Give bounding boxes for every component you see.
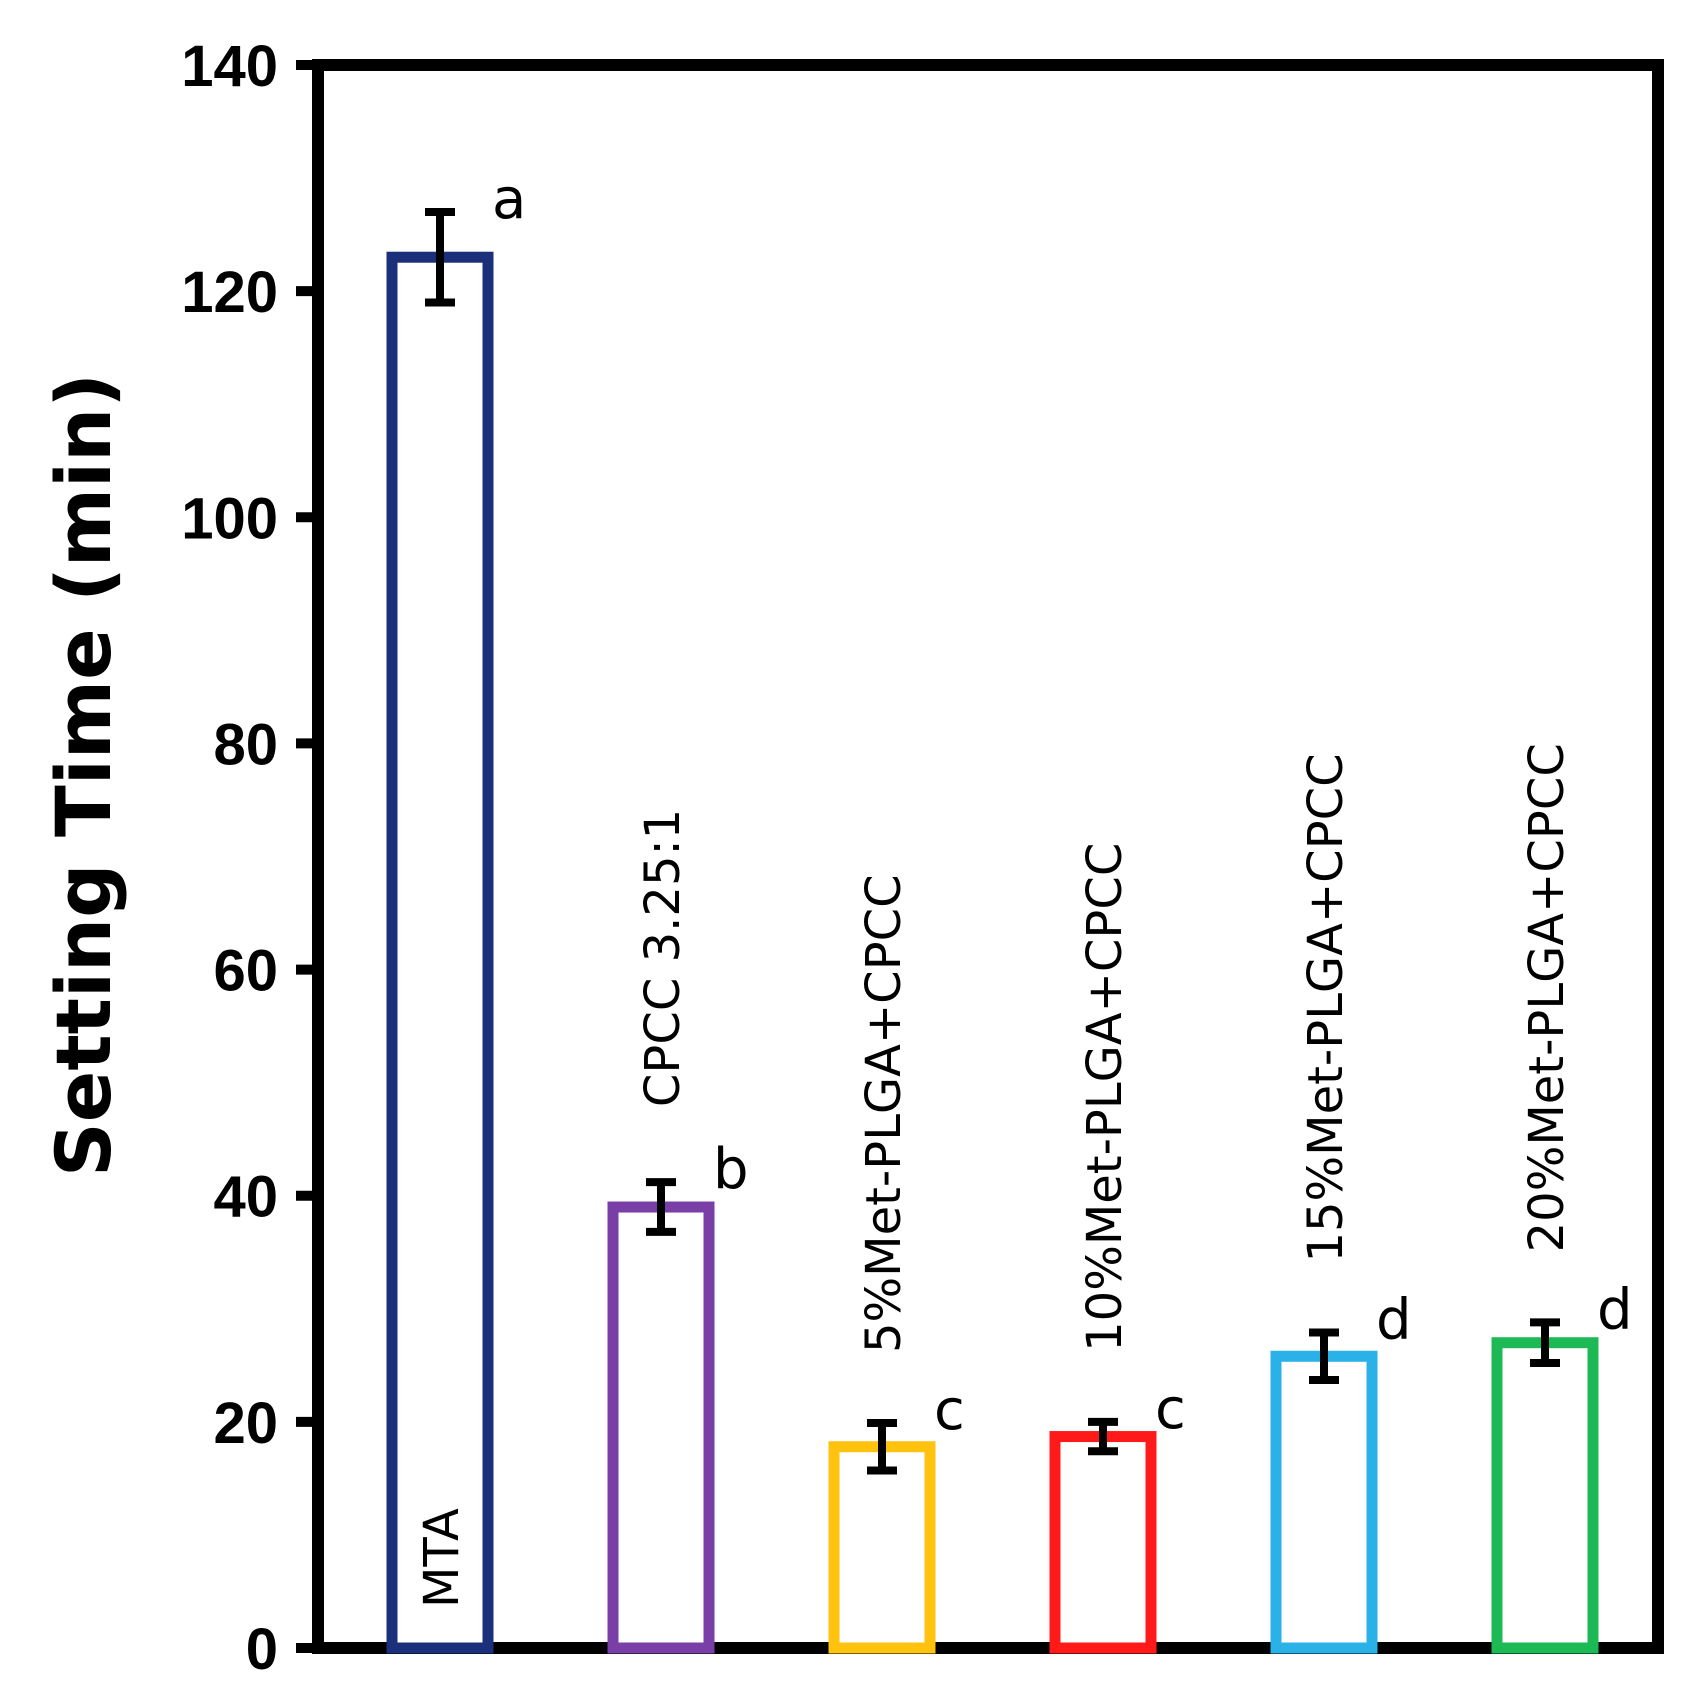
y-tick-label: 120 [181, 260, 278, 325]
y-tick-label: 0 [246, 1617, 278, 1682]
bars [386, 207, 1599, 1654]
y-axis: 0 20 40 60 80 100 120 140 [181, 34, 318, 1682]
bar [1270, 1350, 1378, 1654]
labels: a MTA b CPCC 3.25:1 c 5%Met-PLGA+CPCC c 10%Met-… [414, 167, 1633, 1608]
category-label: 10%Met-PLGA+CPCC [1077, 843, 1133, 1352]
bar [607, 1201, 715, 1654]
y-tick-label: 40 [213, 1165, 278, 1230]
y-tick-label: 80 [213, 712, 278, 777]
category-label: 20%Met-PLGA+CPCC [1519, 743, 1575, 1252]
y-tick-label: 20 [213, 1391, 278, 1456]
y-tick-label: 140 [181, 34, 278, 99]
bar [828, 1441, 936, 1654]
y-tick-label: 100 [181, 486, 278, 551]
significance-letter: c [1155, 1377, 1186, 1442]
significance-letter: d [1376, 1288, 1412, 1353]
category-label: MTA [414, 1508, 470, 1608]
plot-frame [312, 59, 1664, 1654]
y-axis-label: Setting Time (min) [39, 373, 128, 1177]
plot-border [312, 59, 1664, 1654]
significance-letter: b [713, 1137, 749, 1202]
y-tick-label: 60 [213, 939, 278, 1004]
bar [1049, 1431, 1157, 1654]
category-label: 15%Met-PLGA+CPCC [1298, 753, 1354, 1262]
bar [386, 251, 494, 1654]
significance-letter: d [1597, 1277, 1633, 1342]
category-label: 5%Met-PLGA+CPCC [856, 874, 912, 1353]
significance-letter: c [934, 1378, 965, 1443]
category-label: CPCC 3.25:1 [635, 809, 691, 1107]
bar [1491, 1337, 1599, 1654]
significance-letter: a [492, 167, 526, 232]
